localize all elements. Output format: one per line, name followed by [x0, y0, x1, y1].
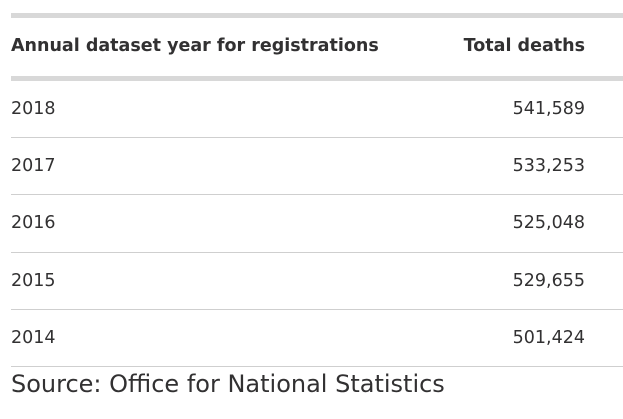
header-year: Annual dataset year for registrations [11, 36, 379, 56]
cell-total-deaths: 529,655 [512, 270, 585, 291]
table-row: 2014 501,424 [11, 310, 623, 367]
cell-year: 2016 [11, 213, 56, 234]
cell-year: 2017 [11, 156, 56, 177]
cell-year: 2015 [11, 270, 56, 291]
table-row: 2017 533,253 [11, 138, 623, 196]
cell-total-deaths: 525,048 [512, 213, 585, 234]
cell-year: 2014 [11, 327, 56, 348]
table-row: 2015 529,655 [11, 253, 623, 310]
cell-total-deaths: 533,253 [512, 156, 585, 177]
deaths-table: Annual dataset year for registrations To… [11, 13, 623, 367]
table-row: 2018 541,589 [11, 81, 623, 139]
table-top-rule [11, 13, 623, 18]
table-row: 2016 525,048 [11, 195, 623, 253]
header-total-deaths: Total deaths [463, 36, 585, 56]
table-header-row: Annual dataset year for registrations To… [11, 18, 623, 81]
cell-total-deaths: 501,424 [512, 327, 585, 348]
cell-year: 2018 [11, 99, 56, 120]
source-note: Source: Office for National Statistics [11, 370, 445, 398]
cell-total-deaths: 541,589 [512, 99, 585, 120]
